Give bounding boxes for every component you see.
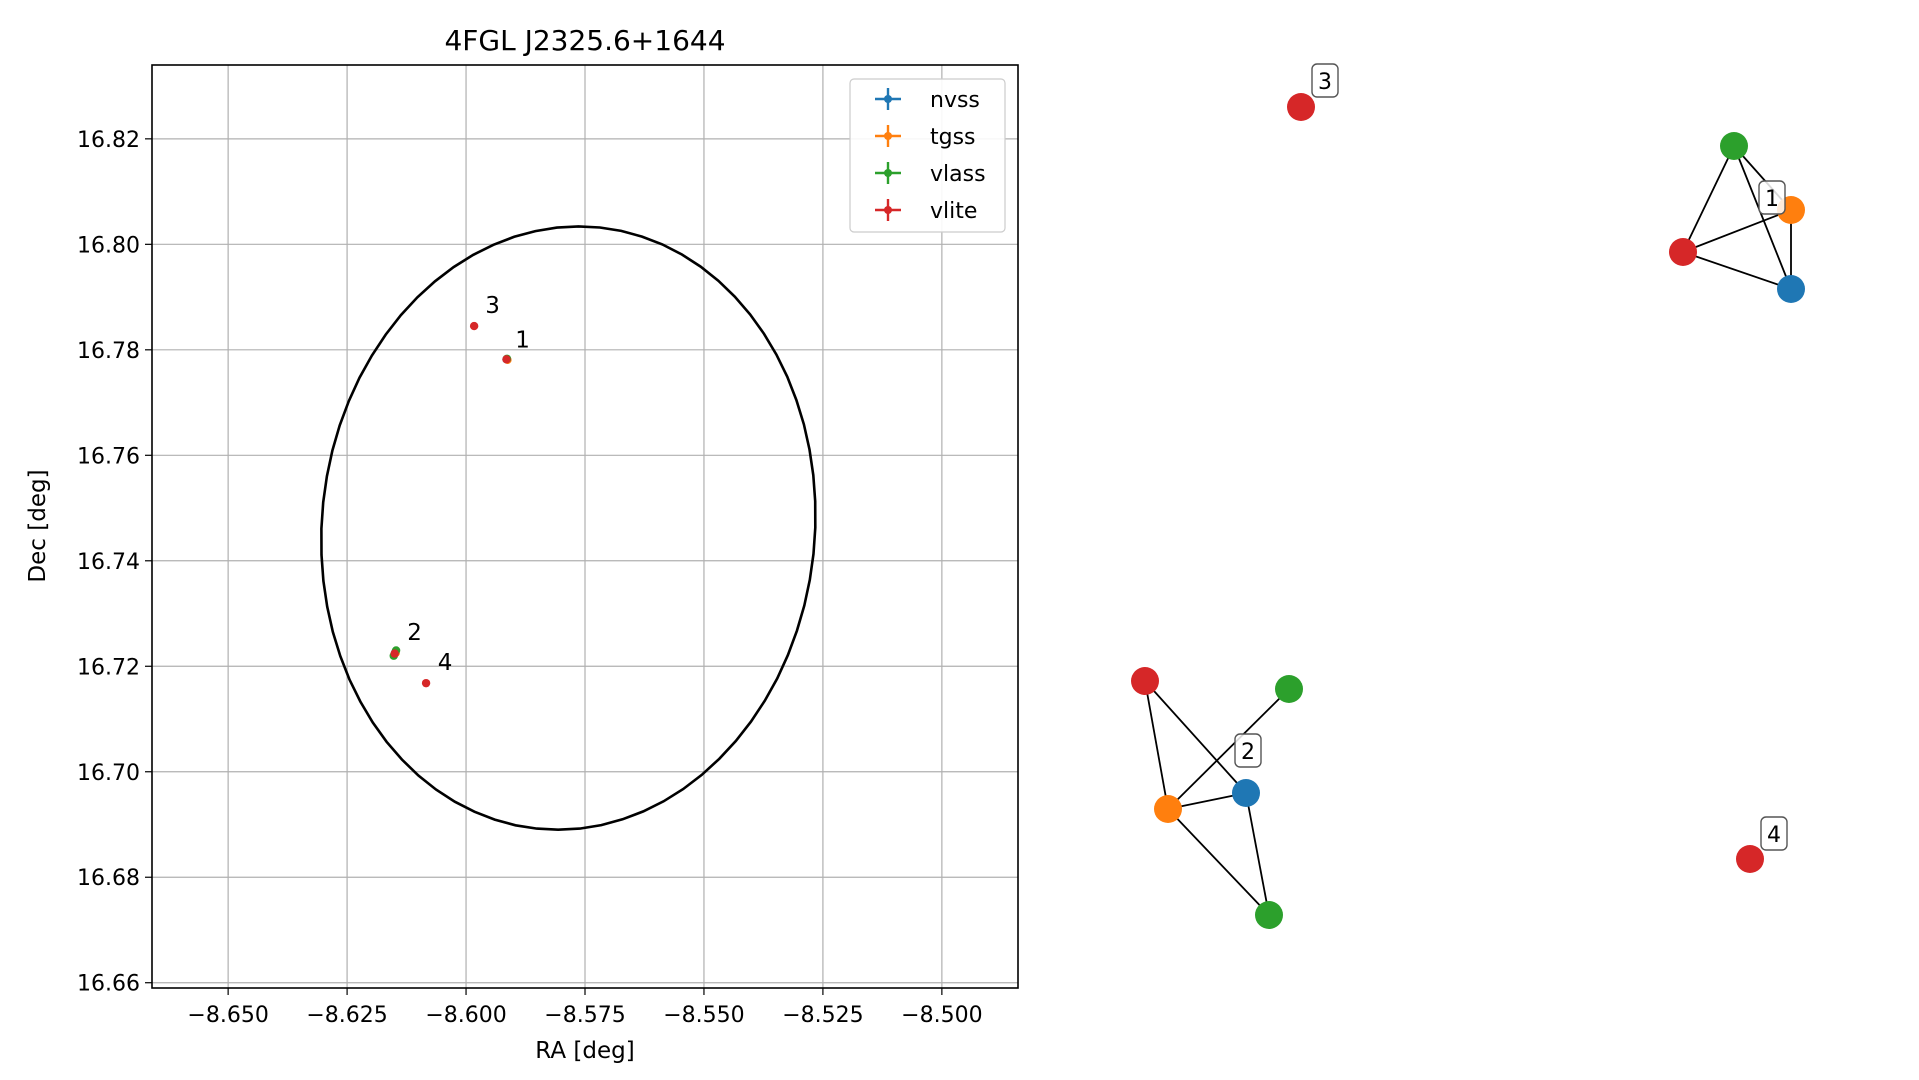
chart-title: 4FGL J2325.6+1644 — [444, 24, 725, 57]
legend-marker-dot — [884, 206, 892, 214]
legend-item-vlass: vlass — [875, 162, 986, 187]
x-ticks: −8.650 −8.625 −8.600 −8.575 −8.550 −8.525 −8.5… — [187, 988, 983, 1028]
graph-node — [1736, 845, 1764, 873]
legend-item-tgss: tgss — [875, 125, 976, 150]
y-tick-label: 16.70 — [77, 761, 140, 786]
graph-label-box — [1234, 733, 1262, 768]
graph-edge — [1682, 145, 1735, 253]
y-tick-label: 16.66 — [77, 972, 140, 997]
legend-item-nvss: nvss — [875, 88, 980, 113]
graph-node — [1255, 901, 1283, 929]
graph-node — [1275, 675, 1303, 703]
graph-edge — [1682, 251, 1792, 290]
point-label: 4 — [438, 650, 453, 676]
points-layer — [389, 321, 512, 688]
legend-marker-dot — [884, 95, 892, 103]
y-tick-label: 16.82 — [77, 128, 140, 153]
localization-ellipse — [320, 225, 817, 832]
graph-panel: 1 2 3 4 — [1131, 63, 1805, 929]
graph-edge — [1167, 808, 1270, 916]
graph-label-text: 2 — [1241, 740, 1255, 765]
graph-node-label: 3 — [1311, 63, 1339, 98]
ellipse-layer — [320, 225, 817, 832]
scatter-panel: 1 2 3 4 −8.650 −8.625 −8.600 −8.575 −8.550 −8.52… — [25, 24, 1019, 1064]
point-label: 3 — [485, 293, 500, 319]
x-tick-label: −8.525 — [782, 1003, 863, 1028]
grid — [152, 65, 1018, 988]
y-tick-label: 16.68 — [77, 866, 140, 891]
legend-label: vlite — [930, 199, 977, 224]
y-tick-label: 16.78 — [77, 339, 140, 364]
graph-label-text: 3 — [1318, 70, 1332, 95]
x-tick-label: −8.575 — [544, 1003, 625, 1028]
graph-edges — [1144, 145, 1792, 916]
graph-node — [1131, 667, 1159, 695]
y-tick-label: 16.80 — [77, 233, 140, 258]
y-tick-label: 16.72 — [77, 655, 140, 680]
graph-label-box — [1311, 63, 1339, 98]
annotation-layer: 1 2 3 4 — [407, 293, 530, 676]
x-tick-label: −8.500 — [901, 1003, 982, 1028]
graph-edge — [1733, 145, 1792, 290]
legend-label: tgss — [930, 125, 976, 150]
graph-edge — [1245, 792, 1270, 916]
graph-node-label: 1 — [1758, 180, 1786, 215]
y-tick-label: 16.74 — [77, 550, 140, 575]
graph-node — [1669, 238, 1697, 266]
graph-node-label: 2 — [1234, 733, 1262, 768]
x-tick-label: −8.600 — [425, 1003, 506, 1028]
legend-marker-dot — [884, 132, 892, 140]
graph-node — [1777, 275, 1805, 303]
graph-label-text: 1 — [1765, 187, 1779, 212]
graph-node — [1232, 779, 1260, 807]
graph-edge — [1144, 680, 1247, 794]
graph-label-box — [1758, 180, 1786, 215]
point-label: 2 — [407, 620, 422, 646]
point-vlite — [390, 649, 399, 658]
legend-label: vlass — [930, 162, 986, 187]
point-vlite — [469, 321, 479, 331]
x-tick-label: −8.625 — [306, 1003, 387, 1028]
graph-edge — [1682, 209, 1792, 253]
legend-marker-dot — [884, 169, 892, 177]
graph-labels: 1 2 3 4 — [1234, 63, 1788, 851]
x-tick-label: −8.650 — [187, 1003, 268, 1028]
graph-label-text: 4 — [1767, 823, 1781, 848]
legend-box — [849, 78, 1006, 233]
graph-edge — [1144, 680, 1169, 810]
graph-node — [1287, 93, 1315, 121]
point-label: 1 — [515, 328, 530, 354]
graph-node — [1720, 132, 1748, 160]
y-axis-label: Dec [deg] — [25, 469, 51, 582]
legend-item-vlite: vlite — [875, 199, 977, 224]
x-axis-label: RA [deg] — [535, 1038, 634, 1064]
point-vlite — [421, 678, 431, 688]
graph-edge — [1167, 688, 1290, 810]
x-tick-label: −8.550 — [663, 1003, 744, 1028]
legend-label: nvss — [930, 88, 980, 113]
y-tick-label: 16.76 — [77, 444, 140, 469]
y-ticks: 16.66 16.68 16.70 16.72 16.74 16.76 16.78 16.80… — [77, 128, 152, 997]
legend: nvss tgss vlass vlite — [849, 78, 1006, 233]
graph-node — [1154, 795, 1182, 823]
point-vlite — [502, 355, 511, 364]
graph-label-box — [1760, 816, 1788, 851]
graph-node-label: 4 — [1760, 816, 1788, 851]
